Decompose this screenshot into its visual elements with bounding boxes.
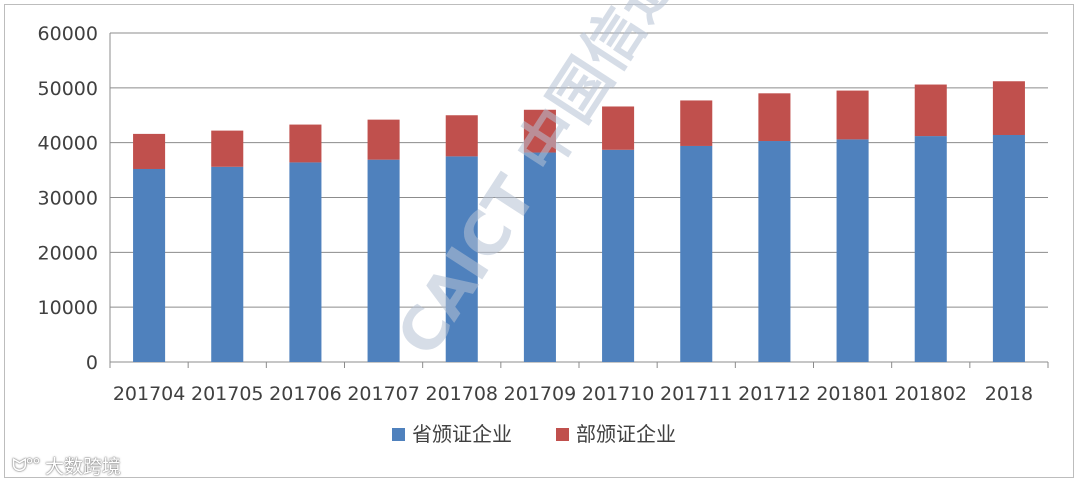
- legend-label: 省颁证企业: [412, 422, 512, 446]
- bar-segment: [758, 141, 791, 362]
- bar-segment: [367, 159, 400, 362]
- x-tick-label: 2018: [985, 383, 1033, 405]
- bar-segment: [523, 152, 556, 362]
- x-tick-label: 201708: [425, 383, 498, 405]
- bar-segment: [680, 145, 713, 362]
- y-tick-label: 30000: [38, 188, 98, 210]
- x-tick-label: 201705: [191, 383, 264, 405]
- bar-segment: [992, 134, 1025, 362]
- bar-segment: [836, 139, 869, 362]
- x-tick-label: 201704: [113, 383, 186, 405]
- x-tick-label: 201801: [816, 383, 889, 405]
- x-tick-label: 201712: [738, 383, 811, 405]
- bar-segment: [211, 130, 244, 167]
- y-tick-label: 20000: [38, 242, 98, 264]
- x-tick-label: 201709: [504, 383, 577, 405]
- bar-segment: [523, 109, 556, 153]
- bar-segment: [680, 100, 713, 146]
- bar-segment: [367, 119, 400, 160]
- x-tick-label: 201710: [582, 383, 655, 405]
- gridlines: [110, 32, 1048, 308]
- bar-segment: [445, 156, 478, 362]
- bar-segment: [914, 136, 947, 362]
- bar-segment: [992, 81, 1025, 135]
- legend-swatch: [556, 428, 569, 441]
- y-tick-label: 40000: [38, 133, 98, 155]
- legend-swatch: [392, 428, 405, 441]
- bar-segment: [289, 124, 322, 163]
- x-tick-label: 201711: [660, 383, 733, 405]
- x-tick-label: 201706: [269, 383, 342, 405]
- axes: [109, 33, 1049, 368]
- bar-segment: [602, 106, 635, 150]
- y-tick-label: 60000: [38, 23, 98, 45]
- corner-watermark: ᗢ°° 大数跨境: [12, 452, 121, 478]
- bar-segment: [445, 115, 478, 157]
- y-tick-label: 0: [86, 352, 98, 374]
- bars: [133, 81, 1025, 362]
- bar-segment: [211, 166, 244, 362]
- x-tick-label: 201707: [347, 383, 420, 405]
- bar-segment: [914, 84, 947, 137]
- x-tick-label: 201802: [894, 383, 967, 405]
- legend: 省颁证企业 部颁证企业: [392, 422, 676, 446]
- bar-segment: [133, 168, 166, 362]
- bar-segment: [133, 133, 166, 169]
- y-tick-label: 50000: [38, 78, 98, 100]
- bar-segment: [758, 93, 791, 142]
- legend-label: 部颁证企业: [576, 422, 676, 446]
- corner-watermark-text: 大数跨境: [44, 455, 121, 478]
- bar-segment: [602, 149, 635, 362]
- weibo-icon: ᗢ°°: [12, 454, 41, 476]
- bar-segment: [289, 162, 322, 362]
- y-tick-label: 10000: [38, 297, 98, 319]
- bar-segment: [836, 90, 869, 140]
